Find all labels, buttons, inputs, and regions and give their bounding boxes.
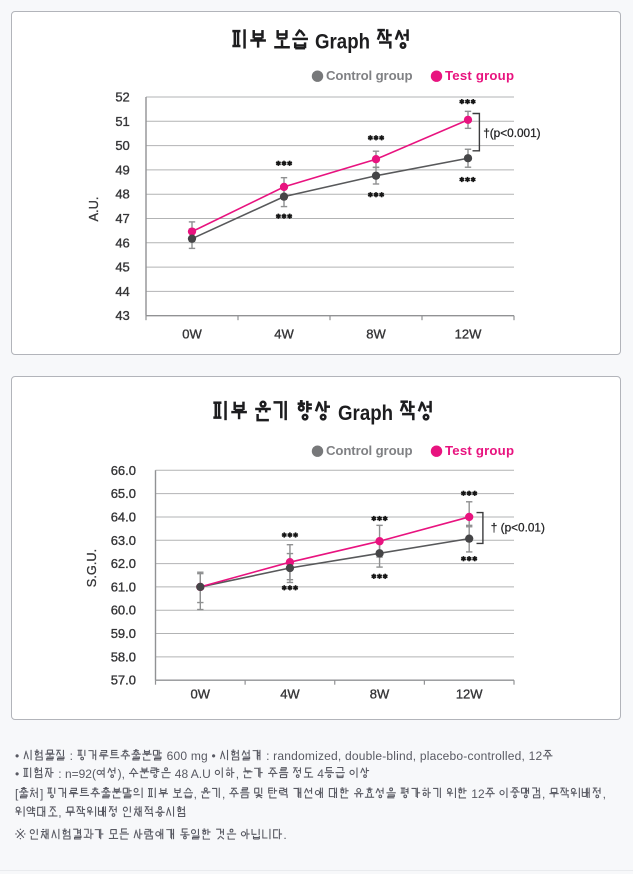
svg-text:Test group: Test group	[445, 68, 514, 83]
svg-text:61.0: 61.0	[111, 579, 136, 594]
svg-text:63.0: 63.0	[111, 533, 136, 548]
svg-text:: randomized, double-blind, pl: : randomized, double-blind, placebo-cont…	[263, 749, 543, 763]
svg-text:Graph: Graph	[315, 31, 370, 54]
svg-text:47: 47	[115, 211, 129, 226]
svg-text:49: 49	[115, 162, 129, 177]
svg-text:Control group: Control group	[326, 443, 413, 458]
svg-text:† (p<0.01): † (p<0.01)	[491, 521, 545, 535]
svg-text:58.0: 58.0	[111, 649, 136, 664]
svg-text:: n=92(: : n=92(	[55, 767, 96, 781]
svg-text:44: 44	[115, 284, 129, 299]
svg-text:Graph: Graph	[338, 402, 393, 425]
svg-text:4W: 4W	[274, 327, 294, 342]
svg-text:8W: 8W	[370, 687, 390, 702]
svg-text:57.0: 57.0	[111, 673, 136, 688]
svg-text::: :	[66, 749, 77, 763]
svg-text:,: ,	[222, 787, 229, 801]
svg-text:8W: 8W	[366, 327, 386, 342]
svg-text:66.0: 66.0	[111, 463, 136, 478]
svg-text:12W: 12W	[455, 327, 482, 342]
svg-text:50: 50	[115, 138, 129, 153]
svg-text:12W: 12W	[456, 687, 483, 702]
svg-text:,: ,	[58, 806, 65, 820]
svg-text:A.U.: A.U.	[86, 197, 101, 222]
svg-text:48 A.U: 48 A.U	[171, 767, 214, 781]
svg-text:),: ),	[118, 767, 129, 781]
svg-text:4: 4	[314, 767, 324, 781]
svg-text:S.G.U.: S.G.U.	[84, 549, 99, 587]
svg-text:[: [	[15, 787, 19, 801]
svg-text:Control group: Control group	[326, 68, 413, 83]
svg-text:46: 46	[115, 235, 129, 250]
svg-text:,: ,	[603, 787, 606, 801]
svg-text:]: ]	[40, 787, 47, 801]
svg-text:12: 12	[468, 787, 485, 801]
svg-text:4W: 4W	[280, 687, 300, 702]
svg-text:48: 48	[115, 187, 129, 202]
svg-text:60.0: 60.0	[111, 603, 136, 618]
svg-text:43: 43	[115, 308, 129, 323]
svg-text:Test group: Test group	[445, 443, 514, 458]
svg-text:45: 45	[115, 260, 129, 275]
svg-text:,: ,	[236, 767, 243, 781]
svg-text:•: •	[15, 749, 23, 763]
svg-text:0W: 0W	[191, 687, 211, 702]
svg-text:†(p<0.001): †(p<0.001)	[483, 126, 540, 140]
svg-text:600 mg •: 600 mg •	[163, 749, 219, 763]
svg-text:,: ,	[194, 787, 201, 801]
svg-text:0W: 0W	[182, 327, 202, 342]
svg-text:52: 52	[115, 90, 129, 105]
svg-text:65.0: 65.0	[111, 486, 136, 501]
svg-text:62.0: 62.0	[111, 556, 136, 571]
svg-text:51: 51	[115, 114, 129, 129]
svg-text:64.0: 64.0	[111, 509, 136, 524]
svg-text:.: .	[283, 828, 286, 842]
svg-text:,: ,	[542, 787, 549, 801]
svg-text:59.0: 59.0	[111, 626, 136, 641]
svg-text:•: •	[15, 767, 23, 781]
